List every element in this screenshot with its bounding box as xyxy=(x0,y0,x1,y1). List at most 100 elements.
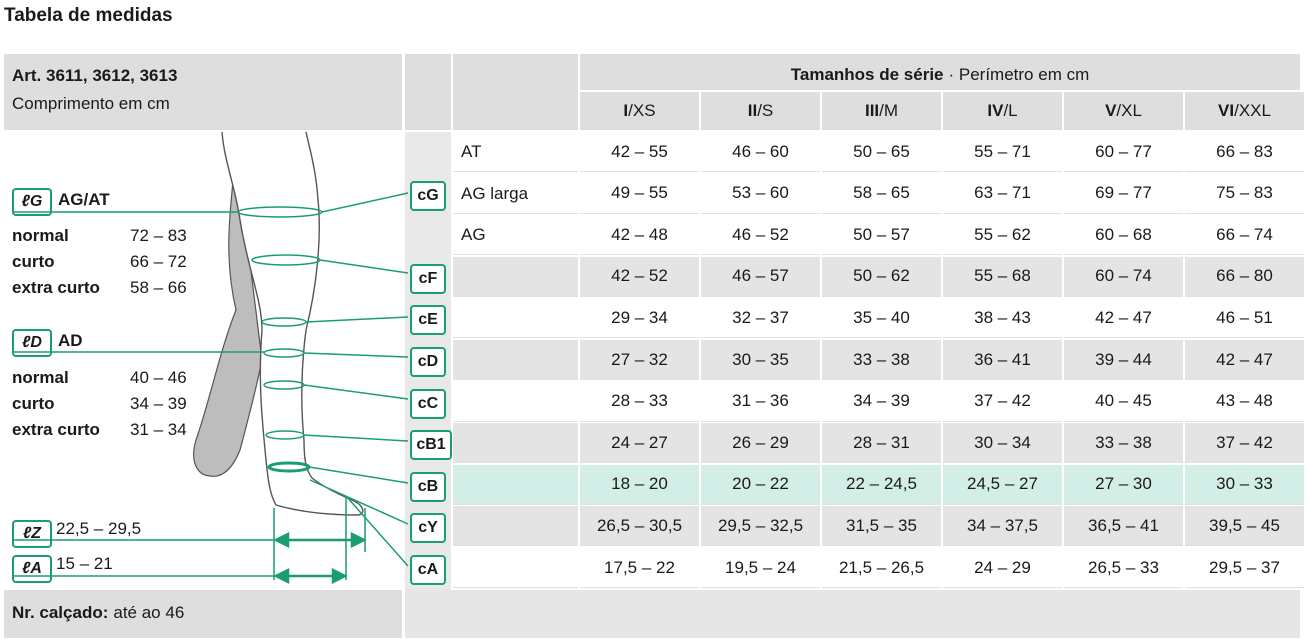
length-range: 15 – 21 xyxy=(56,554,113,573)
size-roman: III xyxy=(864,101,880,120)
value-cell: 36,5 – 41 xyxy=(1064,506,1183,547)
value-cell: 55 – 62 xyxy=(943,215,1062,256)
value-cell: 32 – 37 xyxy=(701,298,820,339)
header-bg xyxy=(701,92,820,130)
header-bg xyxy=(943,92,1062,130)
header-bg xyxy=(580,92,699,130)
length-symbol: ℓA xyxy=(12,555,52,583)
size-roman: II xyxy=(747,101,758,120)
value-cell: 55 – 71 xyxy=(943,132,1062,172)
value-cell: 75 – 83 xyxy=(1185,173,1304,214)
size-header: I/XS xyxy=(580,92,699,130)
value-cell: 39,5 – 45 xyxy=(1185,506,1304,547)
value-cell: 33 – 38 xyxy=(1064,423,1183,464)
value-cell: 31,5 – 35 xyxy=(822,506,941,547)
label-cell xyxy=(453,215,578,256)
row-label: AG xyxy=(461,225,486,245)
row-code: cA xyxy=(410,555,446,585)
value-cell: 29 – 34 xyxy=(580,298,699,339)
row-label: AG larga xyxy=(461,183,529,203)
row-label: AT xyxy=(461,142,482,161)
row-code: cY xyxy=(410,513,446,544)
value-cell: 33 – 38 xyxy=(822,340,941,380)
value-cell: 69 – 77 xyxy=(1064,173,1183,214)
size-letter: /L xyxy=(1003,101,1018,120)
value-cell: 50 – 62 xyxy=(822,256,941,297)
label-cell xyxy=(453,298,578,339)
value-cell: 28 – 31 xyxy=(822,423,941,464)
value-cell: 66 – 74 xyxy=(1185,215,1304,256)
value-cell: 22 – 24,5 xyxy=(822,464,941,505)
footer-bold: Nr. calçado: xyxy=(12,603,109,622)
value-cell: 42 – 47 xyxy=(1185,340,1304,380)
length-label: normal xyxy=(12,226,69,245)
header-bg xyxy=(4,54,402,130)
value-cell: 42 – 47 xyxy=(1064,298,1183,339)
row-code: cB1 xyxy=(410,430,452,461)
size-letter: /M xyxy=(879,101,899,120)
length-range: 72 – 83 xyxy=(130,226,187,245)
row-code: cE xyxy=(410,305,446,336)
value-cell: 66 – 80 xyxy=(1185,256,1304,297)
label-cell xyxy=(453,173,578,214)
value-cell: 29,5 – 37 xyxy=(1185,548,1304,588)
length-label: curto xyxy=(12,394,55,413)
label-cell xyxy=(453,132,578,172)
size-letter: /S xyxy=(757,101,774,120)
header-bg xyxy=(1064,92,1183,130)
value-cell: 42 – 52 xyxy=(580,256,699,297)
row-code: cD xyxy=(410,347,446,377)
size-header: VI/XXL xyxy=(1185,92,1304,130)
label-cell xyxy=(453,381,578,422)
header-bg xyxy=(822,92,941,130)
label-cell xyxy=(453,256,578,297)
title: Tabela de medidas xyxy=(4,5,173,26)
value-cell: 24 – 27 xyxy=(580,423,699,464)
value-cell: 46 – 57 xyxy=(701,256,820,297)
value-cell: 28 – 33 xyxy=(580,381,699,422)
length-range: 66 – 72 xyxy=(130,252,187,271)
value-cell: 35 – 40 xyxy=(822,298,941,339)
length-range: 31 – 34 xyxy=(130,420,187,439)
size-letter: /XXL xyxy=(1234,101,1271,120)
length-range: 34 – 39 xyxy=(130,394,187,413)
label-cell xyxy=(453,506,578,547)
value-cell: 63 – 71 xyxy=(943,173,1062,214)
value-cell: 34 – 39 xyxy=(822,381,941,422)
length-label: normal xyxy=(12,368,69,387)
value-cell: 39 – 44 xyxy=(1064,340,1183,380)
footer-rest: até ao 46 xyxy=(113,603,185,622)
sizes-heading-bold: Tamanhos de série xyxy=(790,65,944,84)
value-cell: 46 – 51 xyxy=(1185,298,1304,339)
value-cell: 42 – 48 xyxy=(580,215,699,256)
value-cell: 24,5 – 27 xyxy=(943,464,1062,505)
code-cell-bg xyxy=(405,215,451,257)
value-cell: 21,5 – 26,5 xyxy=(822,548,941,588)
header-bg xyxy=(405,54,451,130)
value-cell: 53 – 60 xyxy=(701,173,820,214)
value-cell: 26 – 29 xyxy=(701,423,820,464)
size-roman: IV xyxy=(987,101,1004,120)
value-cell: 34 – 37,5 xyxy=(943,506,1062,547)
sizes-heading-rest: · Perímetro em cm xyxy=(948,65,1090,84)
value-cell: 60 – 74 xyxy=(1064,256,1183,297)
value-cell: 26,5 – 30,5 xyxy=(580,506,699,547)
value-cell: 27 – 32 xyxy=(580,340,699,380)
value-cell: 38 – 43 xyxy=(943,298,1062,339)
value-cell: 20 – 22 xyxy=(701,464,820,505)
size-letter: /XL xyxy=(1116,101,1142,120)
value-cell: 18 – 20 xyxy=(580,464,699,505)
size-header: II/S xyxy=(701,92,820,130)
length-symbol: ℓZ xyxy=(12,520,52,548)
value-cell: 29,5 – 32,5 xyxy=(701,506,820,547)
size-roman: I xyxy=(623,101,629,120)
length-label: curto xyxy=(12,252,55,271)
length-range: 40 – 46 xyxy=(130,368,187,387)
value-cell: 58 – 65 xyxy=(822,173,941,214)
header-bg xyxy=(580,54,1300,90)
value-cell: 43 – 48 xyxy=(1185,381,1304,422)
length-range: 22,5 – 29,5 xyxy=(56,519,142,538)
row-code: cG xyxy=(410,180,446,211)
